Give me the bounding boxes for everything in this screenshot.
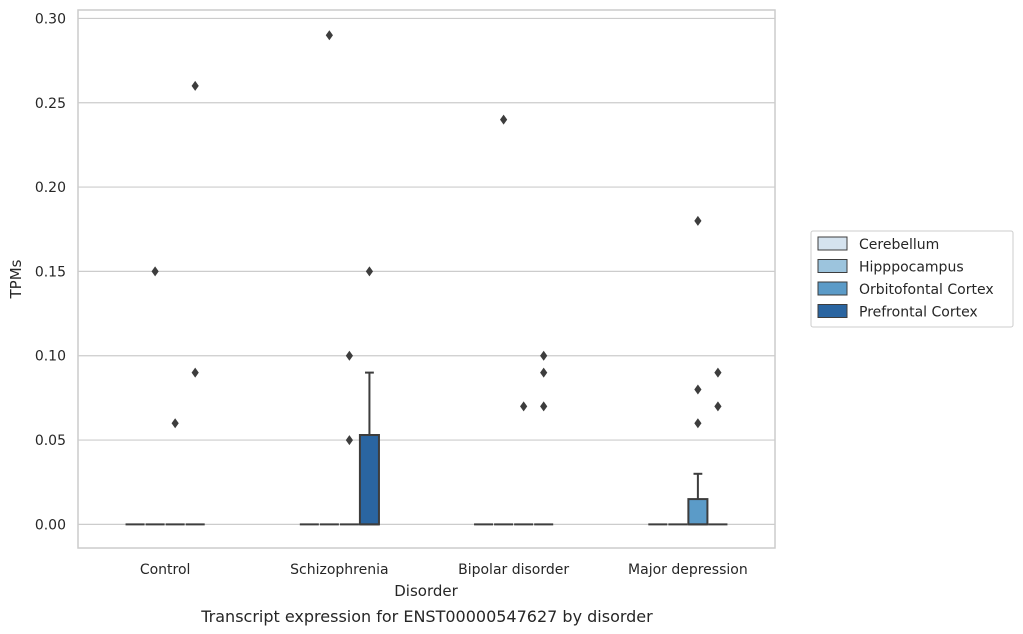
legend-label: Orbitofontal Cortex	[859, 282, 994, 298]
outlier-point	[540, 401, 548, 412]
chart-caption: Transcript expression for ENST0000054762…	[200, 607, 653, 626]
x-tick-label: Schizophrenia	[290, 562, 388, 578]
outlier-point	[694, 418, 702, 429]
x-axis-label: Disorder	[394, 582, 458, 600]
outlier-point	[714, 401, 722, 412]
box-series	[125, 30, 728, 526]
legend-frame	[810, 230, 1014, 328]
y-tick-label: 0.05	[35, 433, 66, 449]
y-axis-ticks: 0.00 0.05 0.10 0.15 0.20 0.25 0.30	[35, 11, 66, 533]
outlier-point	[540, 350, 548, 361]
outlier-point	[191, 80, 199, 91]
outlier-point	[714, 367, 722, 378]
legend-swatch	[817, 236, 848, 251]
outlier-point	[191, 367, 199, 378]
y-tick-label: 0.20	[35, 180, 66, 196]
y-tick-label: 0.15	[35, 264, 66, 280]
outlier-point	[694, 384, 702, 395]
legend-swatch	[817, 304, 848, 318]
outlier-point	[325, 30, 333, 41]
legend-label: Cerebellum	[859, 237, 939, 253]
outlier-point	[345, 435, 353, 446]
legend-swatch	[817, 281, 848, 296]
outlier-point	[694, 215, 702, 226]
plot-area-frame	[77, 9, 776, 549]
legend-label: Hipppocampus	[859, 260, 964, 276]
legend-swatch	[817, 259, 848, 273]
outlier-point	[365, 266, 374, 277]
y-axis-label: TPMs	[7, 259, 25, 299]
y-tick-label: 0.30	[35, 11, 66, 27]
outlier-point	[345, 350, 353, 361]
outlier-point	[500, 114, 508, 125]
y-tick-label: 0.10	[35, 349, 66, 365]
gridlines	[78, 17, 775, 525]
x-tick-label: Control	[140, 562, 191, 578]
outlier-point	[151, 266, 159, 277]
outlier-point	[520, 401, 528, 412]
y-tick-label: 0.25	[35, 96, 66, 112]
x-axis-ticks: Control Schizophrenia Bipolar disorder Majo…	[140, 562, 748, 578]
x-tick-label: Bipolar disorder	[458, 562, 569, 578]
box	[687, 498, 709, 526]
outlier-point	[171, 418, 179, 429]
legend-label: Prefrontal Cortex	[859, 305, 978, 321]
y-tick-label: 0.00	[35, 517, 66, 533]
box	[358, 434, 380, 526]
legend: Cerebellum Hipppocampus Orbitofontal Corte…	[810, 230, 1014, 328]
outlier-point	[540, 367, 548, 378]
x-tick-label: Major depression	[628, 562, 748, 578]
